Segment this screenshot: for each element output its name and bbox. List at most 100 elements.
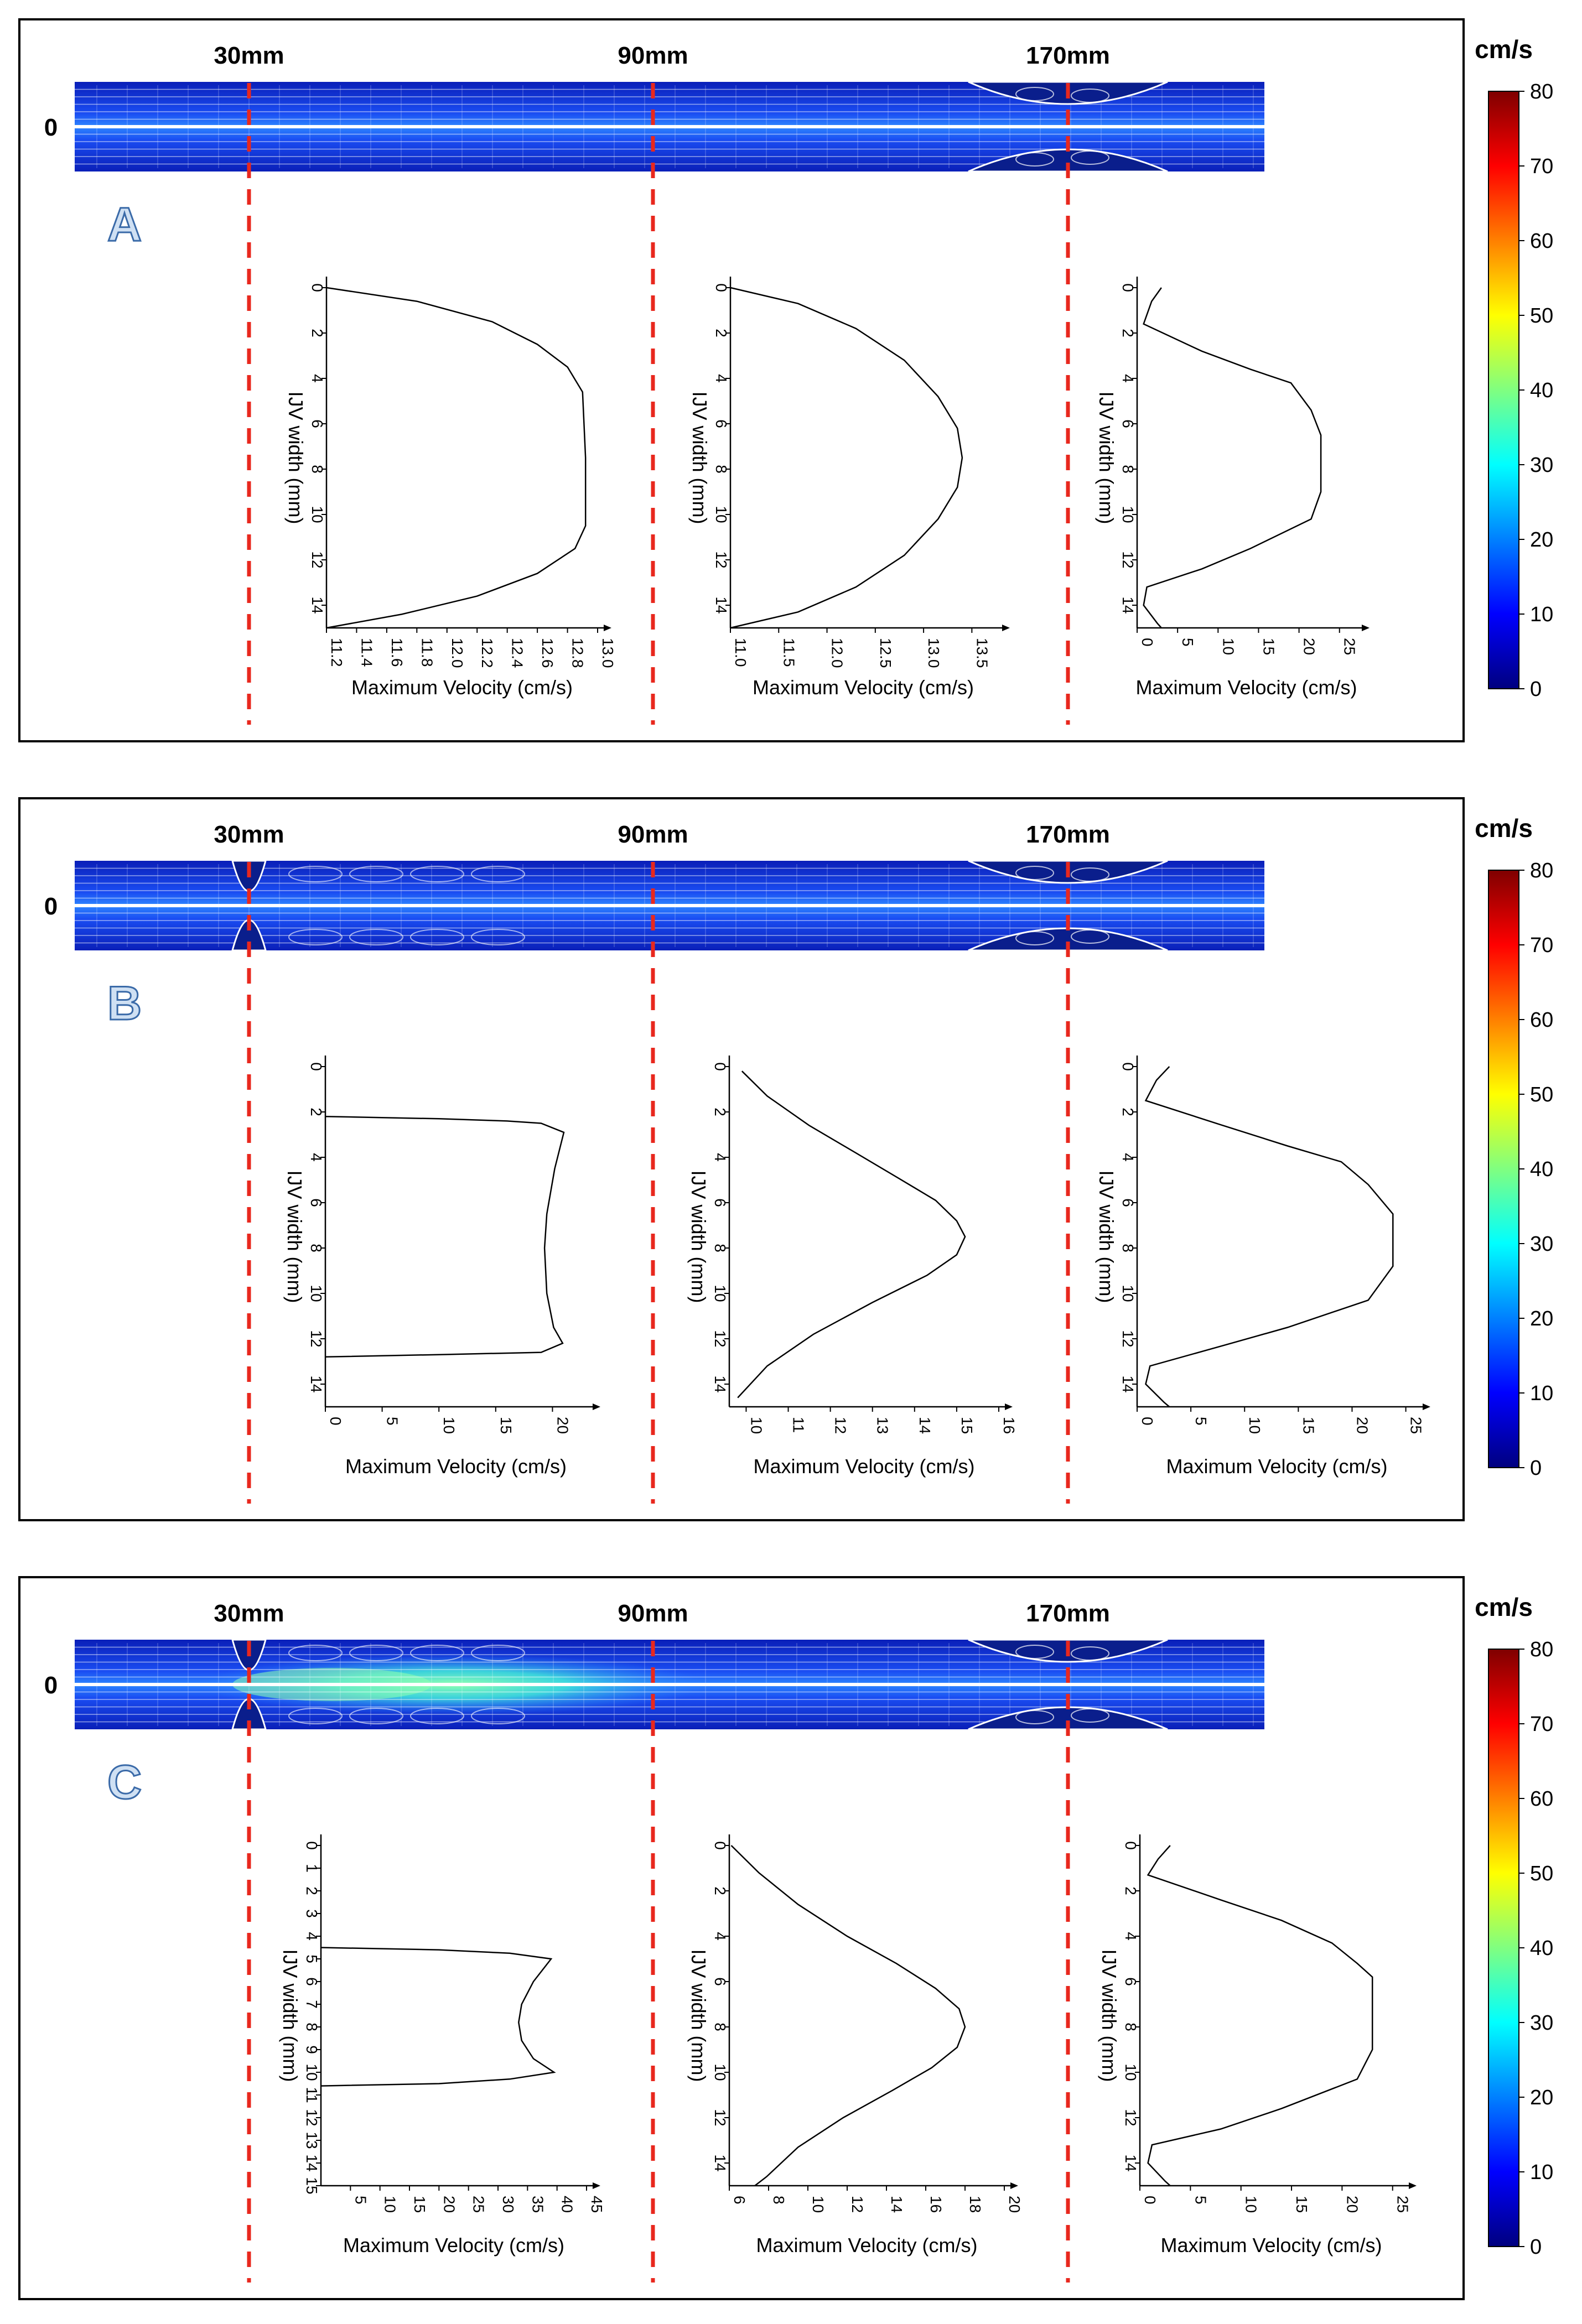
x-tick-label: 14 (888, 2196, 905, 2213)
velocity-profile-plot: 0 5 10 15 20 25 0 2 4 6 8 10 12 14 Maximum Velocity (c… (1095, 277, 1370, 699)
y-tick-label: 14 (303, 2154, 320, 2171)
x-tick-label: 16 (1000, 1417, 1018, 1434)
x-tick-label: 25 (1408, 1417, 1425, 1434)
y-tick-label: 6 (713, 419, 730, 428)
y-tick-label: 9 (303, 2045, 320, 2054)
y-tick-label: 11 (303, 2087, 320, 2103)
x-tick-label: 13.0 (925, 638, 942, 668)
y-axis-label: IJV width (mm) (1095, 391, 1118, 524)
y-tick-label: 4 (308, 1153, 325, 1162)
y-axis-label: IJV width (mm) (1095, 1170, 1118, 1303)
y-tick-label: 10 (712, 2063, 729, 2081)
x-tick-label: 13 (874, 1417, 891, 1434)
panel-letter: C (107, 1756, 142, 1809)
colorbar: cm/s 0 10 20 30 40 50 60 70 80 (1475, 814, 1553, 1480)
y-tick-label: 6 (309, 419, 326, 428)
x-tick-label: 20 (1301, 638, 1318, 655)
y-tick-label: 6 (1122, 1977, 1139, 1986)
stenosis-bottom (968, 927, 1168, 952)
x-tick-label: 10 (748, 1417, 765, 1434)
y-tick-label: 6 (308, 1198, 325, 1207)
colorbar-gradient-bar (1488, 1649, 1519, 2247)
velocity-profile-plot: 11.0 11.5 12.0 12.5 13.0 13.5 0 2 4 6 8 10 12 14 Maxim… (688, 277, 1010, 699)
x-tick-label: 15 (1260, 638, 1277, 655)
y-tick-label: 2 (1122, 1886, 1139, 1895)
recirculation-vortex (1071, 1708, 1109, 1723)
x-tick-label: 12.0 (829, 638, 846, 668)
y-axis-label: IJV width (mm) (279, 1949, 302, 2082)
y-tick-label: 10 (1119, 506, 1137, 523)
y-tick-label: 0 (308, 1062, 325, 1071)
x-tick-label: 25 (1394, 2196, 1412, 2213)
y-tick-label: 2 (1119, 329, 1137, 337)
x-tick-label: 15 (958, 1417, 976, 1434)
colorbar-tick-label: 40 (1530, 1937, 1553, 1960)
y-tick-label: 14 (308, 1375, 325, 1392)
x-axis-label: Maximum Velocity (cm/s) (351, 676, 573, 699)
y-tick-label: 8 (303, 2023, 320, 2031)
x-tick-label: 12.4 (509, 638, 526, 668)
x-axis-arrow (1010, 2182, 1018, 2189)
stenosis-bottom (968, 1706, 1168, 1730)
x-tick-label: 11.4 (358, 638, 375, 667)
colorbar-unit: cm/s (1475, 814, 1533, 843)
x-tick-label: 25 (470, 2196, 487, 2213)
recirculation-vortex (288, 1708, 343, 1724)
y-tick-label: 0 (712, 1841, 729, 1850)
y-tick-label: 4 (1122, 1932, 1139, 1941)
x-tick-label: 10 (1220, 638, 1237, 655)
x-tick-label: 20 (1006, 2196, 1023, 2213)
x-axis-arrow (604, 625, 611, 631)
x-tick-label: 10 (810, 2196, 827, 2213)
y-tick-label: 3 (303, 1909, 320, 1918)
x-axis-arrow (593, 1403, 600, 1410)
y-tick-label: 10 (309, 506, 326, 523)
x-tick-label: 0 (1139, 1417, 1156, 1426)
position-label-170mm: 170mm (1026, 42, 1110, 69)
x-axis-label: Maximum Velocity (cm/s) (343, 2234, 564, 2257)
y-tick-label: 13 (303, 2131, 320, 2149)
x-tick-label: 20 (440, 2196, 458, 2213)
colorbar-tick-label: 20 (1530, 1307, 1553, 1330)
y-tick-label: 14 (1119, 596, 1137, 614)
velocity-profile-plot: 11.2 11.4 11.6 11.8 12.0 12.2 12.4 12.6 12.8 13.0… (284, 277, 616, 699)
y-tick-label: 10 (1119, 1285, 1137, 1302)
colorbar-tick-label: 10 (1530, 1382, 1553, 1405)
y-tick-label: 4 (712, 1932, 729, 1941)
stenosis-bottom (968, 148, 1168, 173)
recirculation-vortex (1015, 1710, 1054, 1724)
colorbar-gradient-bar (1488, 870, 1519, 1468)
position-label-90mm: 90mm (618, 821, 688, 848)
y-tick-label: 4 (1119, 374, 1137, 383)
x-tick-label: 8 (770, 2196, 787, 2205)
x-tick-label: 40 (559, 2196, 576, 2213)
x-axis-arrow (1005, 1403, 1013, 1410)
recirculation-vortex (1015, 931, 1054, 945)
x-tick-label: 10 (1246, 1417, 1263, 1434)
colorbar-tick-label: 40 (1530, 1158, 1553, 1181)
y-tick-label: 2 (303, 1886, 320, 1895)
y-tick-label: 8 (712, 1244, 729, 1252)
y-tick-label: 6 (303, 1977, 320, 1986)
colorbar-tick-label: 60 (1530, 1008, 1553, 1032)
velocity-profile-plot: 0 5 10 15 20 25 0 2 4 6 8 10 12 14 Maximum Velocity (c… (1098, 1834, 1417, 2257)
colorbar-tick-label: 80 (1530, 80, 1553, 103)
y-tick-label: 2 (308, 1108, 325, 1116)
colorbar-tick-label: 40 (1530, 379, 1553, 402)
recirculation-vortex (1071, 929, 1109, 944)
centerline-zero-label: 0 (44, 114, 58, 141)
x-axis-arrow (1362, 625, 1370, 631)
y-tick-label: 4 (713, 374, 730, 383)
x-tick-label: 14 (916, 1417, 933, 1434)
x-tick-label: 10 (382, 2196, 399, 2213)
x-tick-label: 5 (1192, 2196, 1209, 2205)
y-tick-label: 0 (1119, 283, 1137, 292)
recirculation-vortex (471, 929, 525, 945)
velocity-profile-line (325, 1115, 565, 1358)
velocity-profile-plot: 6 8 10 12 14 16 18 20 0 2 4 6 8 10 12 14 Maximum Velocit… (687, 1834, 1023, 2257)
y-tick-label: 6 (1119, 419, 1137, 428)
x-axis-label: Maximum Velocity (cm/s) (756, 2234, 977, 2257)
panel-letter: A (107, 198, 142, 251)
recirculation-vortex (349, 1645, 403, 1661)
